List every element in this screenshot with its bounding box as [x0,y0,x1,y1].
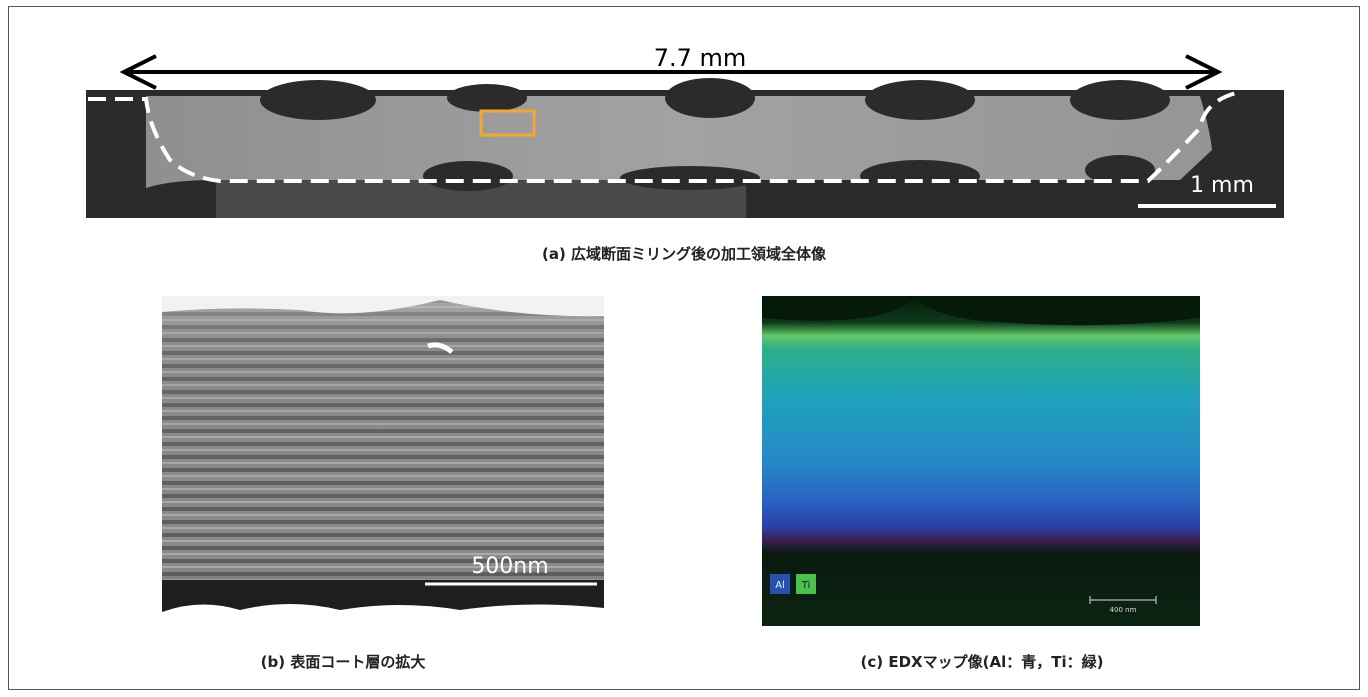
caption: (c) EDXマップ像(Al：青，Ti：緑) [861,653,1104,671]
scale-bar-label: 400 nm [1110,606,1137,614]
scale-bar-label: 1 mm [1190,173,1254,198]
legend-label: Al [775,580,785,591]
legend-label: Ti [801,580,811,591]
panel-b: 500nm (b) 表面コート層の拡大 [162,296,604,671]
edx-map [762,296,1200,626]
figure: 7.7 mm 1 mm (a) 広域断面ミリング後の加工領域全体像 500nm … [0,0,1368,697]
caption: (b) 表面コート層の拡大 [261,653,426,671]
dimension-label: 7.7 mm [654,44,747,72]
scale-bar-label: 500nm [471,554,548,579]
panel-a: 7.7 mm 1 mm (a) 広域断面ミリング後の加工領域全体像 [86,44,1284,263]
caption: (a) 広域断面ミリング後の加工領域全体像 [542,245,827,263]
panel-c: Al Ti 400 nm (c) EDXマップ像(Al：青，Ti：緑) [762,296,1200,671]
